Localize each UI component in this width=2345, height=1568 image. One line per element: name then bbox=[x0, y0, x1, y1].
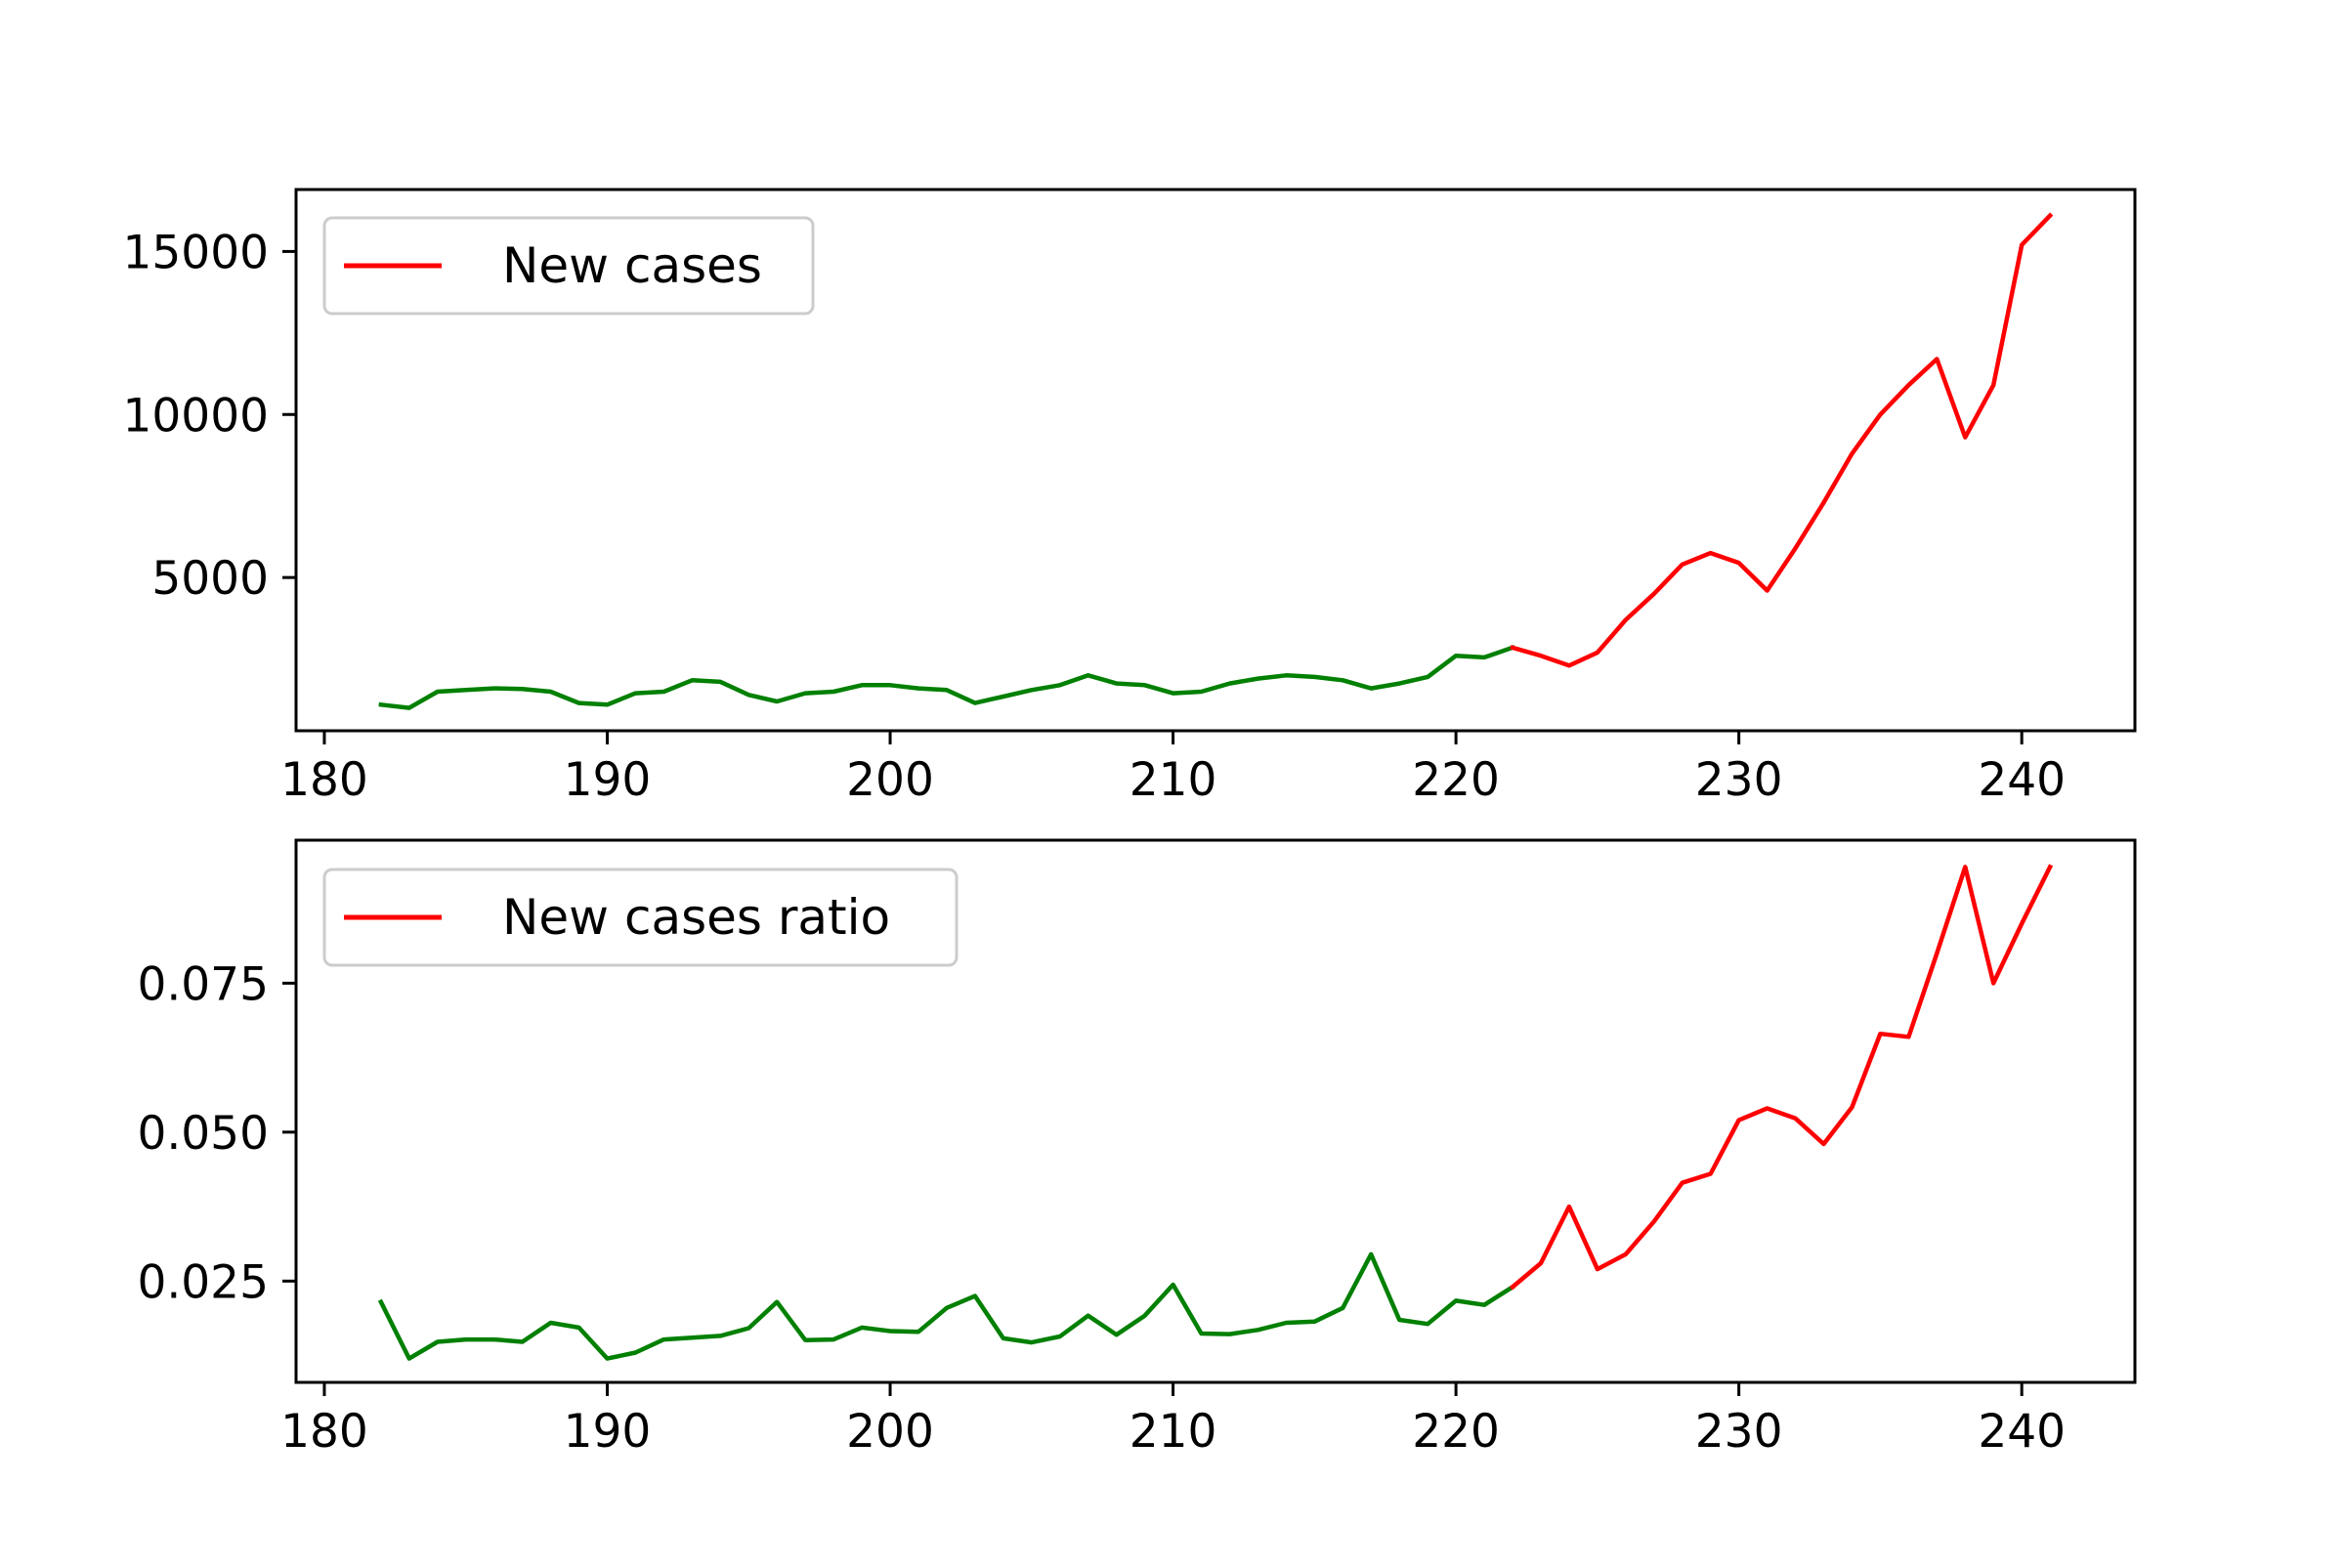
x-tick-label: 210 bbox=[1130, 753, 1217, 807]
series-line-ratio-0 bbox=[377, 1251, 1516, 1361]
x-tick-label: 220 bbox=[1412, 1405, 1500, 1459]
axes-frame bbox=[294, 188, 2137, 733]
chart-panel-ratio: 180 190 200 210 220 230 240 0.025 0.050 0.075 New … bbox=[137, 838, 2137, 1459]
y-tick-label: 5000 bbox=[151, 552, 269, 606]
x-tick-label: 240 bbox=[1978, 1405, 2066, 1459]
x-tick-label: 230 bbox=[1695, 1405, 1783, 1459]
legend-box bbox=[322, 216, 815, 316]
x-tick-label: 240 bbox=[1978, 753, 2066, 807]
y-tick-label: 0.075 bbox=[137, 957, 269, 1011]
x-tick-label: 200 bbox=[846, 753, 934, 807]
x-tick-label: 180 bbox=[280, 753, 368, 807]
series-line-cases-0 bbox=[378, 645, 1515, 710]
x-tick-label: 180 bbox=[280, 1405, 368, 1459]
y-tick-label: 15000 bbox=[122, 226, 269, 279]
y-tick-label: 10000 bbox=[122, 389, 269, 443]
legend: New cases bbox=[322, 216, 815, 316]
axes-frame bbox=[294, 838, 2137, 1384]
legend-label: New cases ratio bbox=[502, 889, 890, 946]
chart-panel-cases: 180 190 200 210 220 230 240 5000 10000 15000 New c… bbox=[122, 188, 2137, 807]
x-tick-label: 230 bbox=[1695, 753, 1783, 807]
y-tick-label: 0.050 bbox=[137, 1107, 269, 1161]
x-tick-label: 190 bbox=[564, 1405, 652, 1459]
series-line-cases-1 bbox=[1510, 212, 2054, 668]
x-tick-label: 190 bbox=[564, 753, 652, 807]
series-line-ratio-1 bbox=[1509, 864, 2054, 1291]
x-tick-label: 210 bbox=[1130, 1405, 1217, 1459]
legend-label: New cases bbox=[502, 237, 762, 294]
x-tick-label: 220 bbox=[1412, 753, 1500, 807]
legend-box bbox=[322, 868, 959, 967]
legend: New cases ratio bbox=[322, 868, 959, 967]
x-tick-label: 200 bbox=[846, 1405, 934, 1459]
y-tick-label: 0.025 bbox=[137, 1255, 269, 1309]
